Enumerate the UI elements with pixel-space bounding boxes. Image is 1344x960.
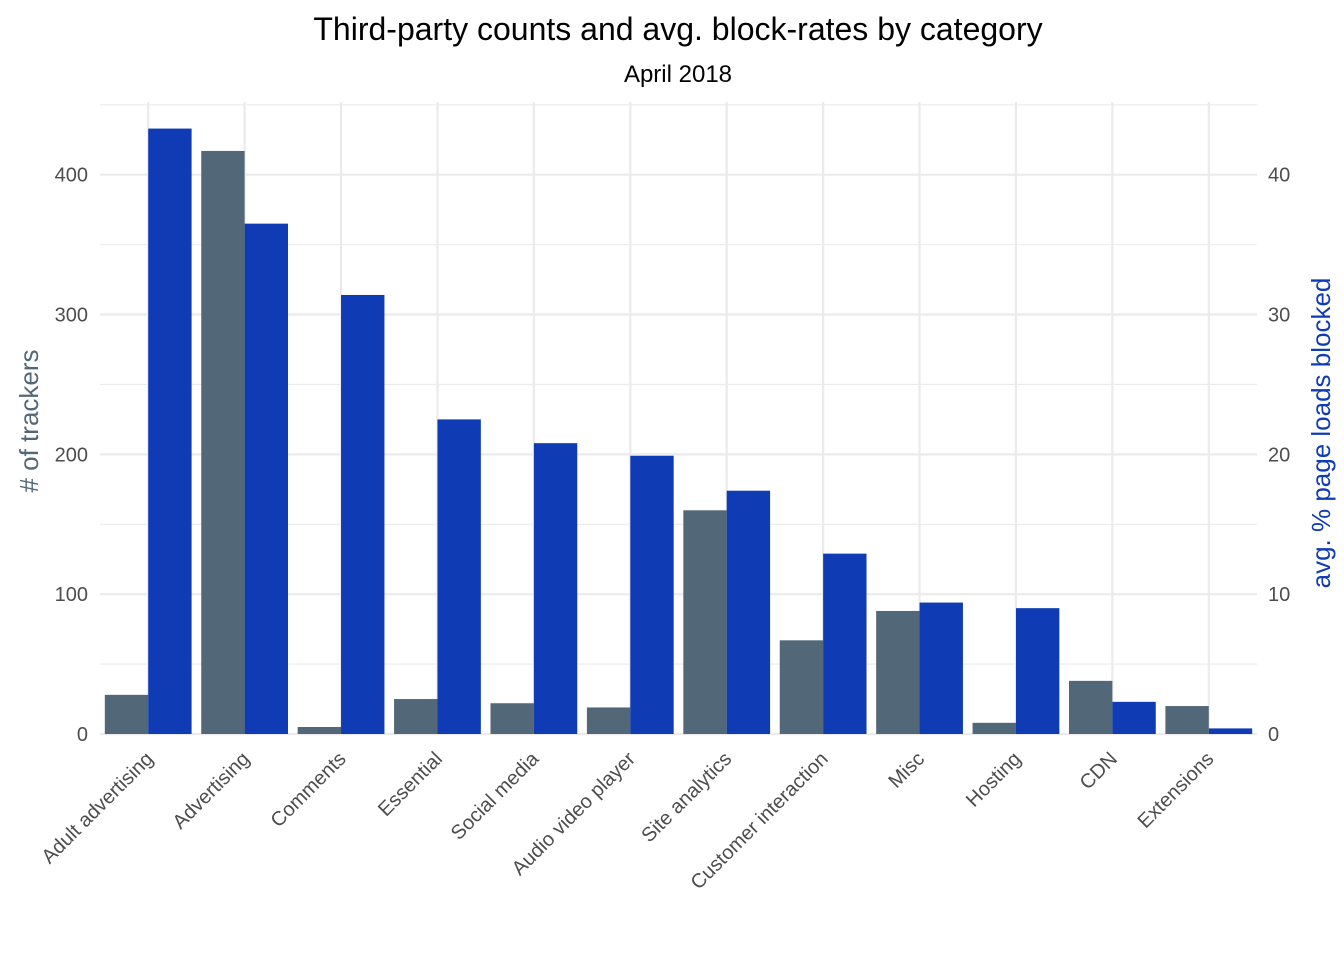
bar-block-rate [244,223,289,735]
bar-block-rate [1208,728,1253,734]
bar-tracker-count [104,694,149,734]
bars [104,128,1253,735]
left-axis-ticks: 0 100 200 300 400 [55,165,88,746]
bar-tracker-count [972,722,1016,734]
chart-title: Third-party counts and avg. block-rates … [313,11,1042,47]
right-axis-ticks: 0 10 20 30 40 [1268,165,1290,746]
bar-block-rate [341,294,385,734]
category-label: CDN [1076,748,1122,794]
bar-tracker-count [683,510,727,734]
category-label: Extensions [1134,748,1219,833]
bar-block-rate [148,128,192,734]
bar-block-rate [726,490,771,734]
bar-block-rate [437,419,481,734]
category-label: Advertising [169,748,255,834]
right-tick-label: 30 [1268,305,1290,327]
right-axis-title: avg. % page loads blocked [1306,278,1336,589]
category-label: Hosting [962,748,1026,812]
left-tick-label: 400 [55,165,88,187]
bar-block-rate [630,455,674,734]
bar-tracker-count [490,703,534,734]
bar-tracker-count [1068,680,1113,734]
bar-tracker-count [297,727,342,734]
right-tick-label: 20 [1268,444,1290,466]
bar-tracker-count [394,699,438,734]
right-tick-label: 0 [1268,724,1279,746]
bar-block-rate [823,553,867,734]
left-tick-label: 0 [77,724,88,746]
category-label: Misc [884,748,929,793]
category-label: Site analytics [637,748,736,847]
right-tick-label: 10 [1268,584,1290,606]
left-tick-label: 100 [55,584,88,606]
bar-tracker-count [586,707,631,734]
bar-tracker-count [779,640,824,734]
bar-block-rate [1112,701,1156,734]
category-labels: Adult advertising Advertising Comments Esse… [38,747,1219,894]
category-label: Comments [267,748,351,832]
category-label: Essential [374,748,447,821]
chart-subtitle: April 2018 [624,61,732,88]
right-tick-label: 40 [1268,165,1290,187]
category-label: Adult advertising [38,748,158,868]
category-label: Social media [447,747,544,844]
bar-block-rate [1015,608,1060,734]
left-tick-label: 300 [55,305,88,327]
bar-tracker-count [876,610,920,734]
bar-block-rate [919,602,963,734]
left-tick-label: 200 [55,444,88,466]
bar-tracker-count [1165,706,1209,734]
bar-block-rate [533,443,578,734]
left-axis-title: # of trackers [14,349,44,492]
bar-tracker-count [201,150,245,734]
